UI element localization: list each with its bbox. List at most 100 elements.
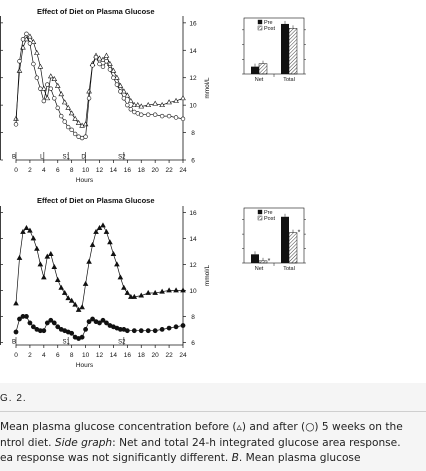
chart-a-y-tick-label: 6 — [191, 158, 195, 165]
chart-b-x-tick-label: 22 — [165, 352, 173, 359]
chart-b-triangle-point — [47, 250, 54, 256]
chart-b-circle-point — [100, 317, 106, 323]
chart-b-triangle-point — [124, 289, 131, 295]
chart-b-triangle-point — [54, 276, 61, 282]
chart-b-y-tick-label: 14 — [189, 236, 197, 243]
chart-a-circle-point — [27, 41, 33, 46]
chart-a-inset-category-label: Total — [283, 77, 295, 83]
chart-a-circle-point — [41, 98, 47, 104]
chart-a-inset-bar-post — [288, 28, 298, 75]
caption-run: ea response was not significantly differ… — [0, 452, 232, 465]
chart-b-triangle-point — [13, 300, 19, 306]
chart-a-circle-point — [139, 112, 144, 117]
chart-a-triangle-point — [51, 75, 58, 81]
chart-a-triangle-point — [138, 103, 145, 109]
chart-b-meal-marker-label: S2 — [118, 340, 126, 346]
chart-b-triangle-point — [145, 289, 152, 295]
chart-b-triangle-point — [93, 228, 99, 234]
caption-line: ntrol diet. Side graph: Net and total 24… — [0, 436, 426, 452]
chart-b-inset-significance-mark: * — [298, 230, 301, 237]
chart-b-inset-legend-swatch — [257, 209, 263, 215]
chart-b-triangle-point — [30, 235, 37, 241]
chart-b-triangle-point — [72, 301, 78, 307]
chart-a-triangle-point — [180, 95, 186, 101]
chart-b-x-tick-label: 14 — [110, 352, 118, 359]
chart-b-inset-bar-pre — [281, 216, 289, 263]
chart-a-meal-marker-label: L — [40, 155, 44, 161]
chart-b-circle-point — [159, 327, 165, 332]
figure-label: G. 2. — [0, 393, 27, 404]
chart-b-x-tick-label: 2 — [28, 352, 32, 359]
chart-a-x-tick-label: 22 — [165, 167, 173, 174]
chart-a-triangle-point — [34, 49, 40, 55]
chart-a-title: Effect of Diet on Plasma Glucose — [37, 7, 155, 16]
chart-b-triangle-point — [75, 306, 82, 312]
caption-line: ea response was not significantly differ… — [0, 451, 426, 467]
chart-b-triangle-point — [117, 274, 124, 280]
chart-b-triangle-point — [107, 239, 113, 245]
chart-b-x-tick-label: 8 — [70, 352, 74, 359]
chart-a-circle-point — [86, 96, 92, 101]
chart-a-y-tick-label: 10 — [189, 103, 197, 110]
chart-a-x-tick-label: 12 — [96, 167, 104, 174]
caption-run: ntrol diet. — [0, 436, 55, 449]
chart-a-x-tick-label: 4 — [42, 167, 46, 174]
chart-a-meal-marker-label: S2 — [118, 155, 126, 161]
chart-a-x-axis-label: Hours — [76, 177, 94, 184]
chart-b-triangle-point — [152, 289, 158, 295]
chart-a-circle-point — [152, 112, 158, 117]
chart-b-circle-point — [152, 328, 158, 334]
chart-a-circle-point — [97, 61, 102, 67]
chart-a-triangle-point — [44, 95, 51, 101]
chart-b-meal-marker-label: S1 — [63, 340, 71, 346]
chart-a-triangle-point — [37, 63, 44, 69]
caption-divider — [0, 411, 426, 412]
chart-b-triangle-point — [131, 293, 138, 299]
chart-a-circle-point — [107, 67, 113, 72]
chart-a-inset-bar-pre — [251, 66, 259, 74]
chart-a-circle-point — [62, 119, 67, 124]
chart-a-triangle-point — [114, 74, 120, 80]
chart-b-inset-category-label: Net — [255, 266, 264, 272]
chart-a-inset-category-label: Net — [255, 77, 264, 83]
chart-b-circle-point — [90, 316, 95, 322]
chart-b-inset-bar-pre — [251, 254, 259, 263]
chart-a-x-tick-label: 16 — [124, 167, 132, 174]
chart-a-circle-point — [52, 96, 57, 101]
chart-a-circle-point — [13, 122, 19, 127]
chart-b-triangle-point — [100, 222, 106, 228]
chart-a-y-tick-label: 16 — [189, 20, 197, 27]
chart-b-circle-point — [124, 328, 130, 334]
chart-a-circle-point — [128, 107, 134, 112]
chart-a-circle-point — [90, 63, 95, 68]
chart-b-inset-category-label: Total — [283, 266, 295, 272]
caption-run: Mean plasma glucose concentration before… — [0, 421, 403, 433]
chart-a-circle-point — [34, 75, 40, 80]
chart-b-triangle-point — [127, 293, 134, 299]
chart-a-x-tick-label: 8 — [70, 167, 74, 174]
caption-text: Mean plasma glucose concentration before… — [0, 420, 426, 467]
chart-b-circle-point — [17, 316, 22, 322]
chart-b-triangle-point — [34, 245, 40, 251]
caption-line: Mean plasma glucose concentration before… — [0, 420, 426, 436]
chart-b-circle-point — [79, 334, 85, 340]
chart-b-triangle-point — [166, 287, 172, 293]
chart-b-y-tick-label: 16 — [189, 210, 197, 217]
chart-b-triangle-point — [23, 224, 30, 230]
chart-b-circle-point — [86, 319, 92, 325]
chart-b-triangle-point — [121, 284, 127, 290]
caption-run: . Mean plasma glucose — [238, 452, 361, 465]
chart-b-circle-point — [180, 323, 186, 328]
chart-b-x-tick-label: 16 — [124, 352, 132, 359]
chart-b-circle-point — [27, 320, 33, 326]
chart-b-circle-point — [41, 328, 47, 334]
chart-b-triangle-point — [65, 295, 71, 301]
chart-a-inset-legend-swatch — [257, 25, 263, 31]
chart-a-circle-point — [166, 113, 172, 119]
caption-italic-run: B — [231, 452, 239, 465]
chart-a-circle-point — [100, 64, 106, 69]
chart-a-triangle-point — [152, 100, 158, 106]
chart-b-x-tick-label: 20 — [152, 352, 160, 359]
chart-b-circle-point — [48, 317, 54, 323]
chart-b-triangle-point — [27, 227, 33, 233]
